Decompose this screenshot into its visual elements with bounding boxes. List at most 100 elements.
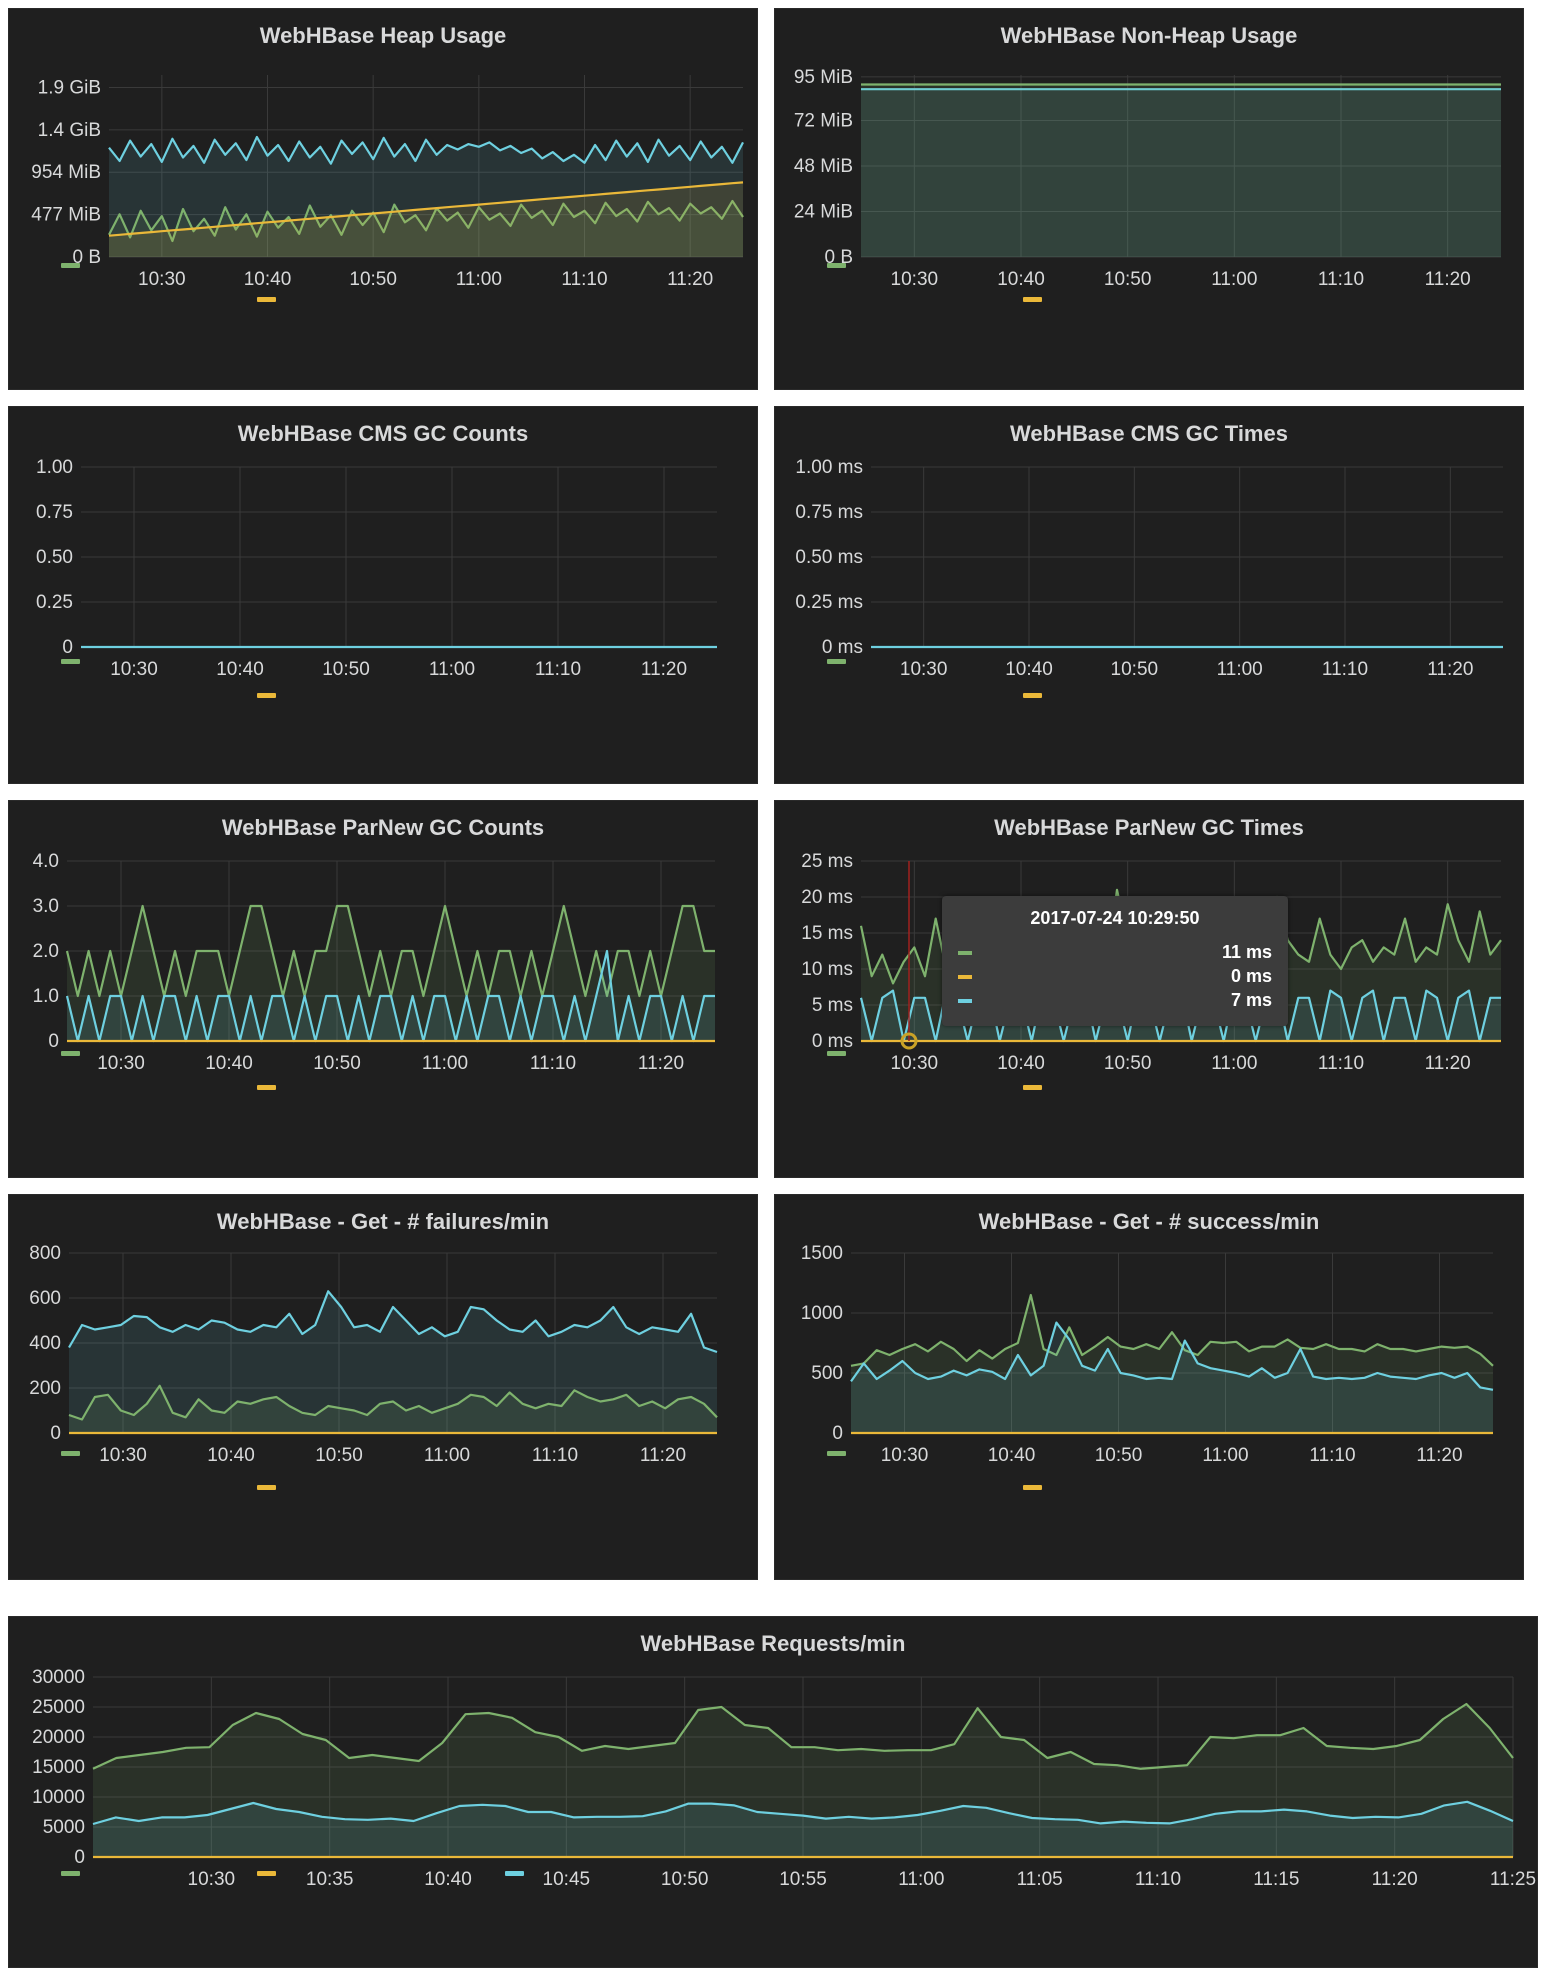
x-tick-label: 10:35 xyxy=(306,1869,354,1890)
y-tick-label: 25 ms xyxy=(801,851,853,872)
series-line-committed[interactable] xyxy=(68,1290,718,1354)
legend-swatch-icon[interactable] xyxy=(827,1051,846,1056)
legend-swatch-icon[interactable] xyxy=(827,659,846,664)
y-tick-label: 3.0 xyxy=(33,896,59,917)
y-tick-label: 500 xyxy=(811,1363,843,1384)
series-area-used xyxy=(93,1704,1513,1857)
x-tick-label: 11:20 xyxy=(640,1445,686,1466)
legend-swatch-icon[interactable] xyxy=(61,659,80,664)
chart-svg[interactable]: 0 ms 0.25 ms 0.50 ms 0.75 ms 1.00 ms 10:30 10:… xyxy=(775,407,1523,783)
legend-swatch-icon[interactable] xyxy=(1023,693,1042,698)
x-tick-label: 10:50 xyxy=(1095,1445,1143,1466)
x-tick-label: 10:30 xyxy=(900,659,948,680)
y-tick-label: 15 ms xyxy=(801,923,853,944)
chart-svg[interactable]: 0 1.0 2.0 3.0 4.0 10:30 10:40 10:50 11:00 11:10 11… xyxy=(9,801,757,1177)
chart-svg[interactable]: 0 5000 10000 15000 20000 25000 30000 10:30 10:35… xyxy=(9,1617,1537,1967)
panel-cms-gc-counts[interactable]: WebHBase CMS GC Counts 0 0.25 0.50 0.75 1.00… xyxy=(8,406,758,784)
legend-swatch-icon[interactable] xyxy=(257,693,276,698)
y-tick-label: 10 ms xyxy=(801,959,853,980)
x-tick-label: 10:40 xyxy=(216,659,264,680)
series-line-committed[interactable] xyxy=(850,1321,1494,1391)
panel-title[interactable]: WebHBase Heap Usage xyxy=(259,23,507,48)
chart-svg[interactable]: 0 200 400 600 800 10:30 10:40 10:50 11:00 11:10 11… xyxy=(9,1195,757,1579)
legend-swatch-icon[interactable] xyxy=(257,1871,276,1876)
panel-non-heap-usage[interactable]: WebHBase Non-Heap Usage 0 B 24 MiB 48 MiB 7… xyxy=(774,8,1524,390)
legend-swatch-icon[interactable] xyxy=(257,297,276,302)
x-tick-label: 10:40 xyxy=(205,1053,253,1074)
y-tick-label: 600 xyxy=(29,1288,61,1309)
legend-swatch-icon[interactable] xyxy=(1023,297,1042,302)
x-tick-label: 10:50 xyxy=(315,1445,363,1466)
series-line-used[interactable] xyxy=(850,1293,1494,1367)
x-tick-label: 11:10 xyxy=(532,1445,578,1466)
panel-heap-usage[interactable]: WebHBase Heap Usage 0 B 477 MiB 954 MiB 1.4… xyxy=(8,8,758,390)
panel-title[interactable]: WebHBase - Get - # failures/min xyxy=(216,1209,550,1234)
x-tick-label: 11:10 xyxy=(1318,269,1364,290)
series-area-used xyxy=(109,201,743,257)
panel-requests-per-min[interactable]: WebHBase Requests/min 0 5000 10000 15000 200… xyxy=(8,1616,1538,1968)
x-tick-label: 10:45 xyxy=(543,1869,591,1890)
hover-point-marker xyxy=(900,1032,918,1050)
x-tick-label: 10:30 xyxy=(891,269,939,290)
panel-get-failures[interactable]: WebHBase - Get - # failures/min 0 200 400 6… xyxy=(8,1194,758,1580)
chart-svg[interactable]: 0 B 24 MiB 48 MiB 72 MiB 95 MiB 10:30 10:40 10:… xyxy=(775,9,1523,389)
tooltip-row-max: 0 ms xyxy=(942,966,1288,988)
panel-title[interactable]: WebHBase ParNew GC Counts xyxy=(221,815,545,840)
y-tick-label: 30000 xyxy=(32,1667,85,1688)
series-area-used xyxy=(67,906,715,1041)
x-tick-label: 11:10 xyxy=(561,269,607,290)
legend-swatch-icon[interactable] xyxy=(1023,1085,1042,1090)
legend-swatch-icon[interactable] xyxy=(61,1871,80,1876)
series-line-max[interactable] xyxy=(108,181,744,237)
legend-swatch-icon[interactable] xyxy=(257,1485,276,1490)
y-tick-label: 0 xyxy=(832,1423,843,1444)
panel-title[interactable]: WebHBase ParNew GC Times xyxy=(994,815,1304,840)
x-tick-label: 11:00 xyxy=(898,1869,944,1890)
chart-svg[interactable]: 0 500 1000 1500 10:30 10:40 10:50 11:00 11:10 11:… xyxy=(775,1195,1523,1579)
legend-swatch-icon[interactable] xyxy=(61,1051,80,1056)
series-line-committed[interactable] xyxy=(92,1800,1514,1826)
legend-swatch-icon[interactable] xyxy=(61,263,80,268)
legend-swatch-icon[interactable] xyxy=(827,263,846,268)
x-tick-label: 11:00 xyxy=(424,1445,470,1466)
panel-parnew-gc-counts[interactable]: WebHBase ParNew GC Counts 0 1.0 2.0 3.0 4.0 1… xyxy=(8,800,758,1178)
legend-swatch-icon[interactable] xyxy=(61,1451,80,1456)
series-line-used[interactable] xyxy=(108,199,744,243)
panel-title[interactable]: WebHBase CMS GC Counts xyxy=(237,421,529,446)
panel-get-success[interactable]: WebHBase - Get - # success/min 0 500 1000 1… xyxy=(774,1194,1524,1580)
x-tick-label: 10:30 xyxy=(891,1053,939,1074)
legend-swatch-icon[interactable] xyxy=(257,1085,276,1090)
panel-title[interactable]: WebHBase Non-Heap Usage xyxy=(1000,23,1298,48)
tooltip-row-used: 11 ms xyxy=(942,942,1288,964)
y-tick-label: 0 ms xyxy=(822,637,863,658)
y-tick-label: 0 xyxy=(74,1847,85,1868)
y-tick-label: 5 ms xyxy=(812,995,853,1016)
series-area-committed xyxy=(109,137,743,257)
legend-swatch-icon[interactable] xyxy=(1023,1485,1042,1490)
series-line-used[interactable] xyxy=(92,1702,1514,1770)
panel-cms-gc-times[interactable]: WebHBase CMS GC Times 0 ms 0.25 ms 0.50 ms… xyxy=(774,406,1524,784)
x-tick-label: 10:40 xyxy=(424,1869,472,1890)
series-line-committed[interactable] xyxy=(108,135,744,165)
series-line-committed[interactable] xyxy=(65,949,715,1043)
legend-swatch-icon[interactable] xyxy=(827,1451,846,1456)
panel-title[interactable]: WebHBase Requests/min xyxy=(640,1631,906,1656)
x-tick-label: 11:00 xyxy=(1217,659,1263,680)
series-area-committed xyxy=(861,89,1501,257)
x-tick-label: 10:50 xyxy=(661,1869,709,1890)
hover-tooltip: 2017-07-24 10:29:50 11 ms 0 ms 7 ms xyxy=(942,896,1288,1026)
series-swatch-icon xyxy=(958,975,972,979)
x-tick-label: 10:40 xyxy=(997,269,1045,290)
legend-swatch-icon[interactable] xyxy=(505,1871,524,1876)
x-tick-label: 10:40 xyxy=(988,1445,1036,1466)
x-tick-label: 11:20 xyxy=(1416,1445,1462,1466)
y-tick-label: 25000 xyxy=(32,1697,85,1718)
y-tick-label: 1.9 GiB xyxy=(38,77,101,98)
panel-title[interactable]: WebHBase - Get - # success/min xyxy=(978,1209,1320,1234)
chart-svg[interactable]: 0 0.25 0.50 0.75 1.00 10:30 10:40 10:50 11:00 11:… xyxy=(9,407,757,783)
chart-svg[interactable]: 0 B 477 MiB 954 MiB 1.4 GiB 1.9 GiB 10:30 10:4… xyxy=(9,9,757,389)
y-tick-label: 0.25 ms xyxy=(795,592,863,613)
series-line-used[interactable] xyxy=(68,1384,718,1421)
panel-title[interactable]: WebHBase CMS GC Times xyxy=(1010,421,1288,446)
y-tick-label: 1.00 ms xyxy=(795,457,863,478)
